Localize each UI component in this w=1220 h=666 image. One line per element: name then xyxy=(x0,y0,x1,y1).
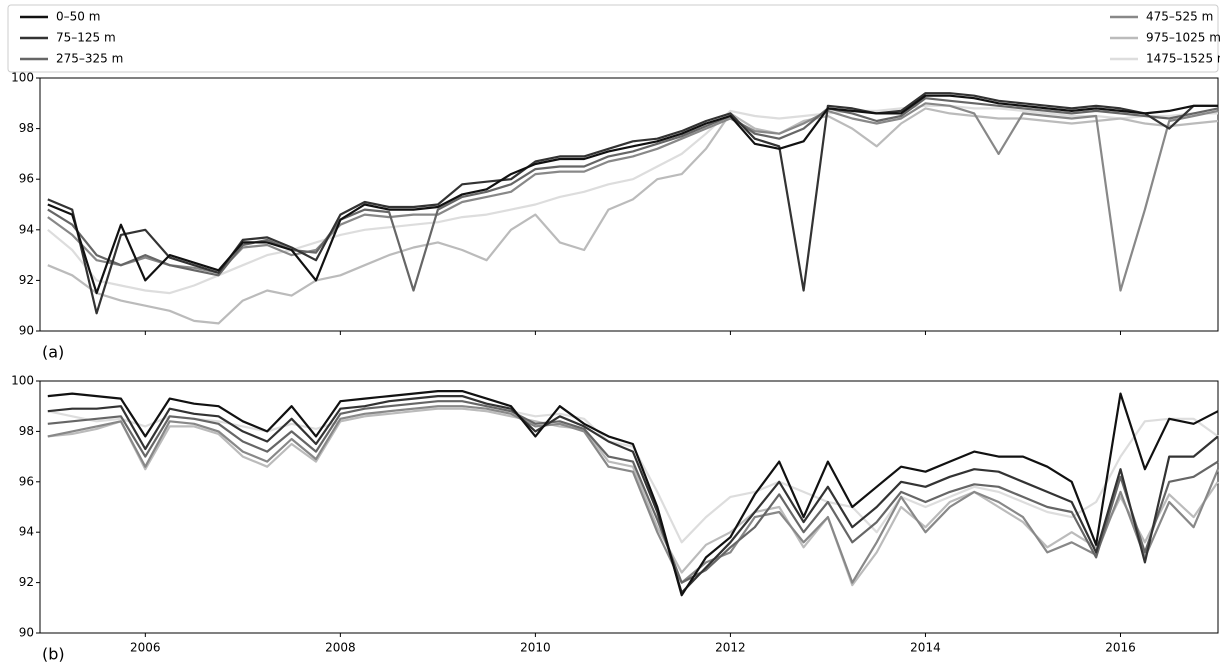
panel-label: (b) xyxy=(42,645,65,663)
plot-area xyxy=(39,380,1219,634)
x-tick-label: 2008 xyxy=(325,641,356,655)
series-line xyxy=(47,107,1219,325)
y-tick-label: 98 xyxy=(19,424,34,438)
y-tick-label: 96 xyxy=(19,172,34,186)
series-line xyxy=(47,407,1219,587)
legend-label: 75–125 m xyxy=(56,31,116,45)
y-tick-label: 98 xyxy=(19,121,34,135)
series-line xyxy=(47,94,1218,295)
y-tick-label: 90 xyxy=(19,626,34,640)
x-tick-label: 2006 xyxy=(130,641,161,655)
y-tick-label: 100 xyxy=(11,374,34,388)
series-line xyxy=(47,390,1219,597)
legend-label: 275–325 m xyxy=(56,52,123,66)
legend-label: 975–1025 m xyxy=(1146,31,1220,45)
series-line xyxy=(47,102,1219,292)
y-tick-label: 92 xyxy=(19,273,34,287)
series-line xyxy=(47,97,1219,292)
series-line xyxy=(47,405,1220,584)
x-tick-label: 2014 xyxy=(910,641,941,655)
x-tick-label: 2012 xyxy=(715,641,746,655)
legend-label: 1475–1525 m xyxy=(1146,52,1220,66)
y-tick-label: 100 xyxy=(11,71,34,85)
legend-box xyxy=(7,4,1219,73)
legend-label: 475–525 m xyxy=(1146,10,1213,24)
x-tick-label: 2016 xyxy=(1105,641,1136,655)
legend-label: 0–50 m xyxy=(56,10,100,24)
series-line xyxy=(47,400,1219,584)
x-tick-label: 2010 xyxy=(520,641,551,655)
y-tick-label: 96 xyxy=(19,474,34,488)
y-tick-label: 94 xyxy=(19,525,34,539)
y-tick-label: 94 xyxy=(19,222,34,236)
series-line xyxy=(47,92,1218,315)
series-line xyxy=(47,395,1219,594)
series-line xyxy=(47,104,1218,295)
plot-area xyxy=(39,77,1219,332)
panel-label: (a) xyxy=(42,343,64,362)
y-tick-label: 90 xyxy=(19,324,34,338)
y-tick-label: 92 xyxy=(19,575,34,589)
